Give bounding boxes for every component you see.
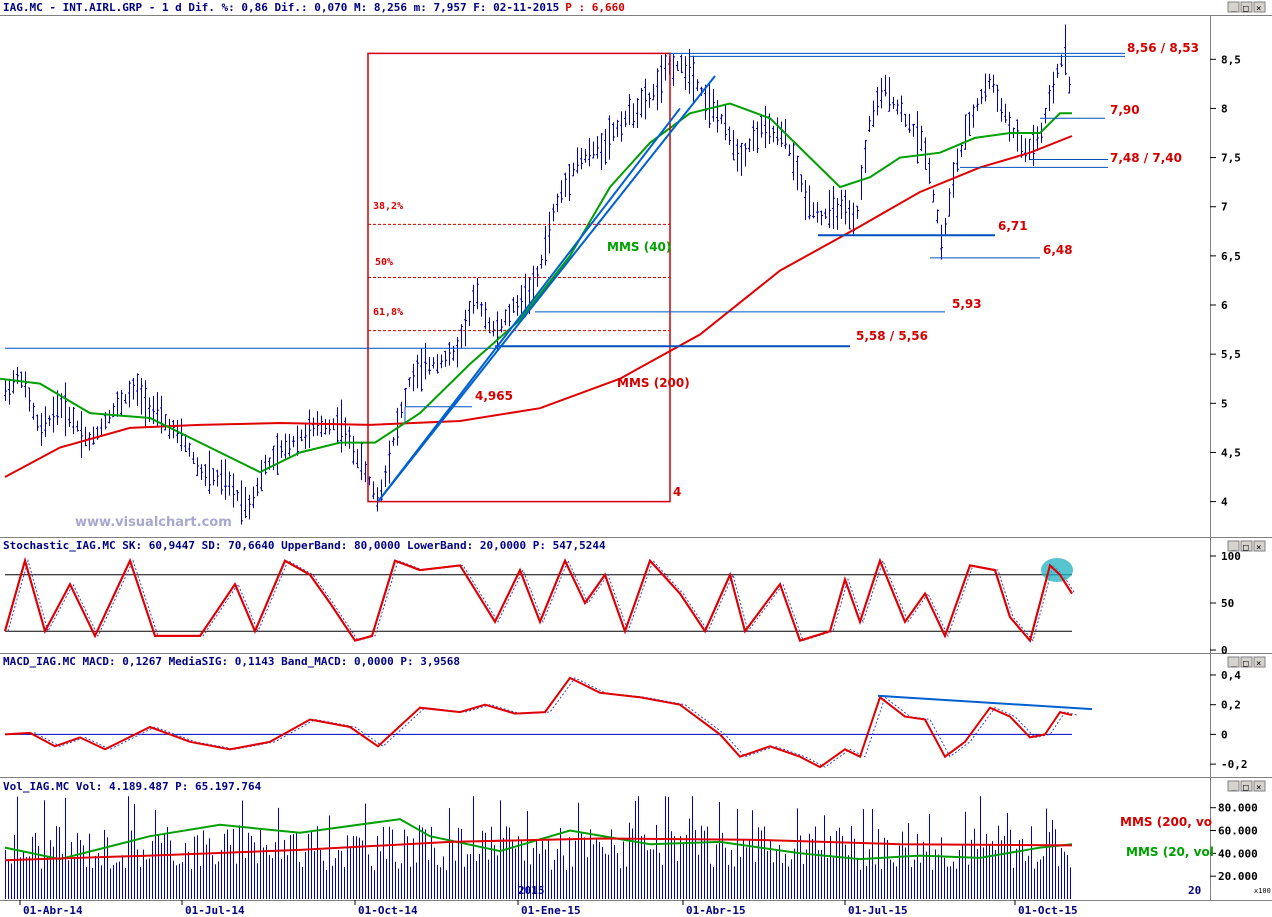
price-y-tick-label: 8 [1221,102,1228,115]
level-label-671: 6,71 [998,219,1028,233]
stoch-highlight [1041,558,1073,582]
macd-y-tick-label: 0,2 [1221,699,1241,712]
stoch-y-tick-label: 50 [1221,597,1234,610]
stoch-sk-line [4,557,1073,643]
mms40-label: MMS (40) [607,240,671,254]
macd-y-tick-label: -0,2 [1221,758,1248,771]
level-label-4: 4 [673,485,681,499]
vol-scale-label: x100 [1254,887,1271,895]
price-y-tick-label: 8,5 [1221,53,1241,66]
price-y-tick-label: 5 [1221,397,1228,410]
stoch-panel-buttons[interactable]: _ □ × [1227,540,1266,553]
macd-y-tick-label: 0 [1221,728,1228,741]
svg-text:□: □ [1243,659,1249,669]
price-annotations: 8,56 / 8,53 7,90 7,48 / 7,40 6,71 6,48 5… [373,41,1199,499]
level-label-558: 5,58 / 5,56 [856,329,928,343]
price-y-tick-label: 6,5 [1221,250,1241,263]
stoch-header: Stochastic_IAG.MC SK: 60,9447 SD: 70,664… [3,539,606,552]
trend-line [377,75,716,503]
volume-annotations: MMS (200, vo MMS (20, vol 2015 x100 20 [518,815,1271,897]
macd-trend-line [877,694,1093,711]
level-label-790: 7,90 [1110,103,1140,117]
level-label-856: 8,56 / 8,53 [1127,41,1199,55]
fib-label-382: 38,2% [373,201,403,212]
price-y-tick-label: 5,5 [1221,348,1241,361]
price-header: IAG.MC - INT.AIRL.GRP - 1 d Dif. %: 0,86… [3,1,625,14]
x-tick-label: 01-Oct-14 [358,904,418,917]
price-y-tick-label: 4,5 [1221,446,1241,459]
x-tick-label: 01-Abr-14 [23,904,83,917]
vol-year-label: 2015 [518,884,545,897]
price-panel-buttons[interactable]: _ □ × [1227,1,1266,14]
macd-y-tick-label: 0,4 [1221,669,1241,682]
trend-line [377,107,681,503]
mms40-line [0,102,1072,474]
svg-text:_: _ [1231,658,1237,668]
vol-y-tick-label: 40.000 [1218,847,1258,860]
price-y-tick-label: 6 [1221,299,1228,312]
corner-label: 20 [1188,884,1201,897]
stoch-y-tick-label: 0 [1221,644,1228,657]
x-tick-label: 01-Abr-15 [686,904,746,917]
volume-panel [4,796,1073,899]
vol-y-tick-label: 60.000 [1218,825,1258,838]
level-label-648: 6,48 [1043,243,1073,257]
stoch-y-tick-label: 100 [1221,550,1241,563]
svg-text:□: □ [1243,4,1249,14]
panel-buttons: _ □ × _ □ × _ □ × _ □ × [1227,1,1266,793]
svg-text:×: × [1256,659,1261,669]
svg-text:_: _ [1231,782,1237,792]
vol-mms20-label: MMS (20, vol [1126,845,1214,859]
price-y-tick-label: 7,5 [1221,152,1241,165]
svg-text:□: □ [1243,543,1249,553]
price-y-tick-label: 7 [1221,201,1228,214]
stoch-sd-line [7,558,1076,642]
vol-panel-buttons[interactable]: _ □ × [1227,780,1266,793]
level-label-4965: 4,965 [475,389,513,403]
macd-panel [4,676,1093,769]
vol-header: Vol_IAG.MC Vol: 4.189.487 P: 65.197.764 [3,780,262,793]
macd-header: MACD_IAG.MC MACD: 0,1267 MediaSIG: 0,114… [3,655,460,668]
level-label-593: 5,93 [952,297,982,311]
x-tick-label: 01-Oct-15 [1018,904,1078,917]
x-tick-label: 01-Ene-15 [521,904,581,917]
watermark: www.visualchart.com [75,515,232,530]
mms200-label: MMS (200) [617,376,690,390]
vol-mms20-line [4,818,1073,861]
level-label-748: 7,48 / 7,40 [1110,151,1182,165]
vol-mms200-line [4,837,1073,862]
x-tick-label: 01-Jul-14 [185,904,245,917]
price-panel [0,24,1125,525]
svg-text:□: □ [1243,783,1249,793]
x-tick-label: 01-Jul-15 [848,904,908,917]
stochastic-panel [4,557,1076,643]
svg-text:_: _ [1231,3,1237,13]
vol-y-tick-label: 80.000 [1218,802,1258,815]
macd-signal-line [9,677,1078,768]
svg-text:×: × [1256,783,1261,793]
panel-frames [0,15,1272,901]
fib-label-618: 61,8% [373,307,403,318]
price-y-tick-label: 4 [1221,496,1228,509]
svg-text:×: × [1256,543,1261,553]
svg-text:_: _ [1231,542,1237,552]
macd-panel-buttons[interactable]: _ □ × [1227,656,1266,669]
vol-y-tick-label: 20.000 [1218,870,1258,883]
stoch-sk-line-top [4,557,1073,643]
fib-label-50: 50% [375,257,393,268]
svg-text:×: × [1256,4,1261,14]
vol-mms200-label: MMS (200, vo [1120,815,1212,829]
macd-line [4,676,1073,769]
